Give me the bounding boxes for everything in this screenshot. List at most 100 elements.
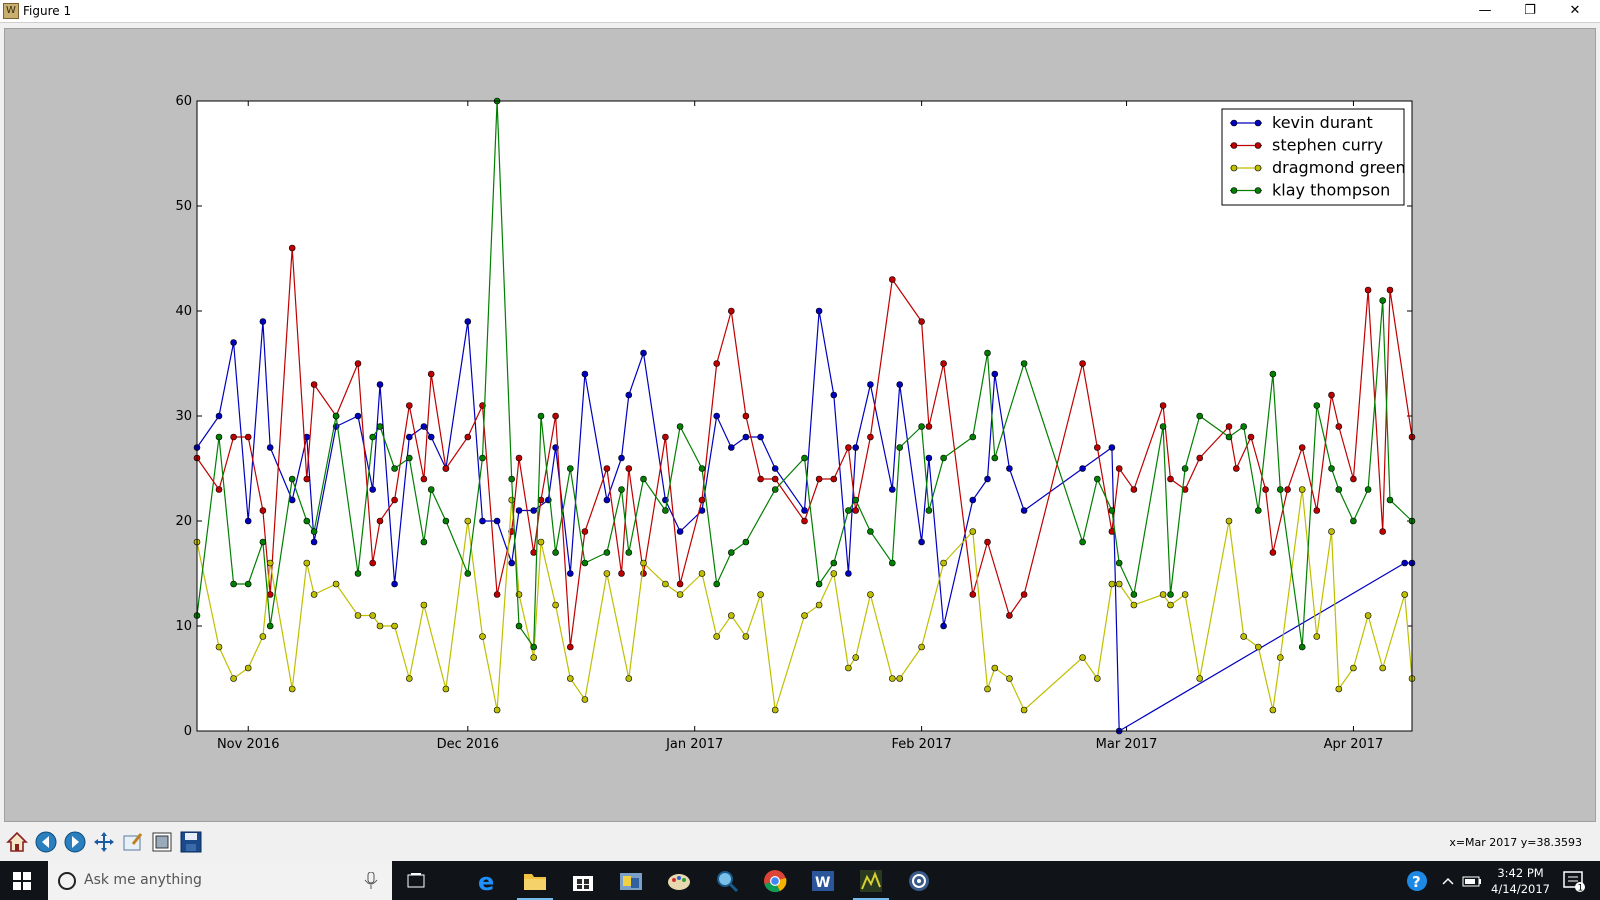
system-clock[interactable]: 3:42 PM 4/14/2017 — [1491, 865, 1550, 897]
back-arrow-icon[interactable] — [33, 829, 59, 855]
data-point-kevin-durant — [244, 517, 252, 525]
word-icon[interactable]: W — [803, 865, 843, 896]
data-point-stephen-curry — [1328, 391, 1335, 399]
data-point-klay-thompson — [925, 507, 933, 514]
x-tick-label: Nov 2016 — [217, 737, 280, 752]
data-point-dragmond-green — [332, 580, 340, 588]
data-point-dragmond-green — [244, 664, 252, 672]
data-point-kevin-durant — [801, 507, 808, 514]
data-point-kevin-durant — [815, 307, 823, 315]
data-point-dragmond-green — [757, 591, 764, 598]
magnifier-app-icon[interactable] — [707, 865, 747, 896]
data-point-stephen-curry — [845, 444, 852, 451]
data-point-klay-thompson — [625, 549, 633, 556]
close-button[interactable]: ✕ — [1569, 3, 1581, 18]
home-icon[interactable] — [4, 829, 30, 855]
task-view-icon[interactable] — [396, 865, 436, 896]
data-point-dragmond-green — [537, 538, 545, 546]
figure-canvas[interactable]: 0 10 20 30 40 50 60 Nov 2016 Dec 2016 Jan 2017 Feb… — [4, 28, 1596, 822]
data-point-stephen-curry — [1262, 486, 1269, 493]
show-hidden-icons-chevron-icon[interactable] — [1428, 865, 1468, 896]
data-point-kevin-durant — [771, 465, 779, 472]
maximize-button[interactable]: ❐ — [1524, 3, 1536, 18]
windows-start-icon[interactable] — [2, 865, 42, 896]
data-point-klay-thompson — [1020, 360, 1028, 367]
data-point-stephen-curry — [1313, 507, 1321, 514]
subplots-icon[interactable] — [149, 829, 175, 855]
data-point-dragmond-green — [1379, 664, 1386, 672]
data-point-stephen-curry — [801, 517, 808, 525]
python-figure-icon[interactable] — [851, 865, 891, 900]
y-tick-label: 30 — [175, 409, 192, 424]
data-point-kevin-durant — [310, 538, 318, 546]
data-point-klay-thompson — [1167, 591, 1174, 598]
data-point-dragmond-green — [698, 570, 706, 577]
settings-app-icon[interactable] — [899, 865, 939, 896]
data-point-dragmond-green — [288, 685, 296, 693]
data-point-stephen-curry — [698, 496, 706, 504]
data-point-dragmond-green — [369, 612, 377, 619]
store-icon[interactable] — [563, 865, 603, 896]
action-center-icon[interactable]: 1 — [1554, 865, 1594, 896]
data-point-klay-thompson — [1130, 591, 1138, 598]
data-point-klay-thompson — [662, 507, 669, 514]
data-point-kevin-durant — [354, 412, 362, 420]
svg-text:e: e — [478, 869, 494, 893]
data-point-dragmond-green — [742, 633, 750, 640]
cortana-search-box[interactable]: Ask me anything — [48, 861, 392, 900]
data-point-dragmond-green — [354, 612, 362, 619]
zoom-rect-icon[interactable] — [120, 829, 146, 855]
data-point-dragmond-green — [771, 706, 779, 714]
data-point-klay-thompson — [727, 549, 735, 556]
data-point-klay-thompson — [230, 580, 237, 588]
legend-marker-klay-thompson — [1230, 187, 1238, 194]
microphone-icon[interactable] — [364, 872, 378, 890]
data-point-kevin-durant — [464, 318, 472, 325]
help-icon[interactable]: ? — [1397, 865, 1437, 896]
battery-icon[interactable] — [1452, 865, 1492, 896]
data-point-dragmond-green — [713, 633, 721, 640]
data-point-dragmond-green — [566, 675, 574, 682]
data-point-stephen-curry — [1284, 486, 1291, 493]
data-point-klay-thompson — [1094, 475, 1101, 483]
legend-marker-kevin-durant — [1230, 119, 1238, 127]
data-point-klay-thompson — [1364, 486, 1372, 493]
file-explorer-icon[interactable] — [515, 865, 555, 900]
save-icon[interactable] — [178, 829, 204, 855]
data-point-kevin-durant — [1108, 444, 1116, 451]
data-point-klay-thompson — [266, 622, 274, 630]
data-point-klay-thompson — [552, 549, 559, 556]
data-point-klay-thompson — [640, 475, 647, 483]
clock-date: 4/14/2017 — [1491, 882, 1550, 896]
data-point-klay-thompson — [698, 465, 706, 472]
data-point-stephen-curry — [515, 454, 523, 462]
data-point-stephen-curry — [493, 591, 501, 598]
data-point-klay-thompson — [1240, 423, 1247, 430]
legend-marker-dragmond-green — [1254, 164, 1262, 172]
data-point-dragmond-green — [442, 685, 450, 693]
data-point-dragmond-green — [230, 675, 237, 682]
paint-icon[interactable] — [659, 865, 699, 896]
forward-arrow-icon[interactable] — [62, 829, 88, 855]
data-point-klay-thompson — [288, 475, 296, 483]
data-point-kevin-durant — [852, 444, 860, 451]
minimize-button[interactable]: — — [1478, 3, 1492, 18]
data-point-stephen-curry — [1159, 402, 1167, 409]
chrome-icon[interactable] — [755, 865, 795, 896]
data-point-kevin-durant — [867, 381, 874, 388]
data-point-dragmond-green — [1313, 633, 1321, 640]
data-point-dragmond-green — [1167, 601, 1174, 609]
data-point-stephen-curry — [215, 486, 223, 493]
edge-browser-icon[interactable]: e — [467, 865, 507, 896]
data-point-dragmond-green — [940, 559, 947, 567]
python-files-icon[interactable] — [611, 865, 651, 896]
data-point-klay-thompson — [1298, 643, 1306, 651]
pan-icon[interactable] — [91, 829, 117, 855]
data-point-stephen-curry — [625, 465, 633, 472]
data-point-klay-thompson — [1277, 486, 1284, 493]
svg-text:?: ? — [1412, 873, 1421, 891]
data-point-stephen-curry — [940, 360, 947, 367]
data-point-dragmond-green — [259, 633, 267, 640]
coordinate-readout: x=Mar 2017 y=38.3593 — [1449, 836, 1582, 849]
data-point-kevin-durant — [727, 444, 735, 451]
